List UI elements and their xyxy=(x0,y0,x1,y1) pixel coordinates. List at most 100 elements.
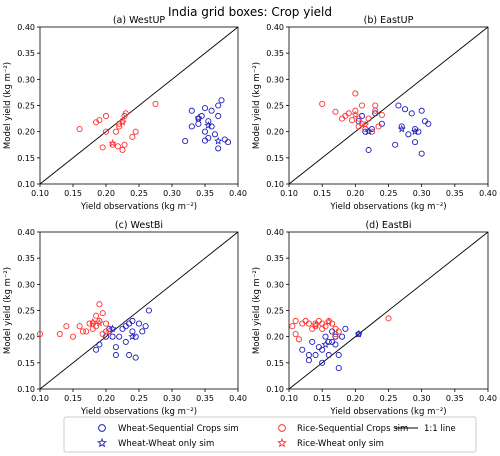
data-point xyxy=(309,338,316,345)
data-point xyxy=(312,351,319,359)
data-point xyxy=(335,328,342,335)
legend-frame xyxy=(63,416,477,453)
data-point xyxy=(201,128,209,135)
x-tick-label: 0.30 xyxy=(163,394,181,403)
y-tick-label: 0.40 xyxy=(17,228,35,237)
data-point xyxy=(106,328,113,335)
data-point xyxy=(188,123,195,130)
y-tick-label: 0.10 xyxy=(17,180,35,189)
y-axis-label: Model yield (kg m⁻²) xyxy=(3,267,13,354)
data-point xyxy=(83,328,90,335)
one-to-one-line xyxy=(288,231,489,390)
data-point-star xyxy=(324,317,333,326)
x-axis-label: Yield observations (kg m⁻²) xyxy=(329,202,446,212)
data-point xyxy=(342,325,349,332)
data-point xyxy=(332,341,339,348)
data-point xyxy=(398,123,405,130)
data-point xyxy=(69,333,77,340)
data-point xyxy=(375,123,382,130)
data-point xyxy=(109,141,116,148)
data-point xyxy=(99,144,106,151)
data-point xyxy=(319,100,326,107)
data-point xyxy=(215,102,222,109)
y-tick-label: 0.10 xyxy=(266,385,284,394)
data-point xyxy=(299,346,306,353)
y-tick-label: 0.30 xyxy=(266,280,284,289)
x-tick-label: 0.20 xyxy=(97,189,115,198)
data-point xyxy=(372,110,379,117)
data-point xyxy=(139,328,146,335)
data-point xyxy=(76,323,83,330)
data-point xyxy=(36,330,44,338)
x-tick-label: 0.40 xyxy=(229,189,247,198)
y-tick-label: 0.20 xyxy=(266,333,284,342)
x-axis-label: Yield observations (kg m⁻²) xyxy=(329,407,446,417)
data-point xyxy=(405,131,412,138)
data-point-star xyxy=(118,117,127,126)
x-tick-label: 0.40 xyxy=(229,394,247,403)
data-point xyxy=(215,145,222,152)
y-tick-label: 0.30 xyxy=(266,75,284,84)
data-point xyxy=(352,90,359,97)
data-point xyxy=(208,123,215,130)
data-point xyxy=(132,333,139,340)
data-point xyxy=(362,128,369,135)
legend-marker-rice-seq xyxy=(278,424,286,432)
data-point-star xyxy=(311,320,320,329)
data-point xyxy=(395,102,402,109)
x-tick-label: 0.30 xyxy=(413,189,431,198)
data-point xyxy=(182,138,189,145)
x-tick-label: 0.25 xyxy=(380,394,398,403)
data-point xyxy=(392,141,399,148)
x-axis-label: Yield observations (kg m⁻²) xyxy=(80,202,197,212)
data-point xyxy=(201,105,209,112)
x-tick-label: 0.10 xyxy=(280,394,298,403)
data-point xyxy=(56,330,63,338)
data-point xyxy=(325,338,332,345)
data-point xyxy=(205,118,212,125)
data-point xyxy=(211,131,218,138)
data-point xyxy=(312,323,319,330)
data-point-star xyxy=(397,124,406,133)
y-tick-label: 0.25 xyxy=(266,307,284,316)
y-tick-label: 0.20 xyxy=(17,333,35,342)
data-point xyxy=(372,102,379,109)
data-point xyxy=(129,133,136,140)
data-point xyxy=(122,110,129,117)
data-point xyxy=(132,354,139,361)
data-point xyxy=(411,139,419,146)
y-tick-label: 0.40 xyxy=(17,23,35,32)
x-tick-label: 0.15 xyxy=(313,189,331,198)
x-tick-label: 0.30 xyxy=(413,394,431,403)
y-tick-label: 0.25 xyxy=(17,102,35,111)
panel-title: (a) WestUP xyxy=(113,15,166,26)
data-point xyxy=(114,143,121,150)
data-point-star xyxy=(214,136,223,145)
data-point-star xyxy=(108,138,117,147)
data-point xyxy=(145,307,152,314)
x-tick-label: 0.35 xyxy=(446,189,464,198)
data-point xyxy=(195,120,202,127)
y-tick-label: 0.10 xyxy=(266,180,284,189)
data-point xyxy=(415,128,422,135)
x-tick-label: 0.40 xyxy=(479,394,497,403)
data-point xyxy=(116,123,123,130)
data-point xyxy=(358,102,366,109)
y-tick-label: 0.15 xyxy=(266,359,284,368)
y-axis-label: Model yield (kg m⁻²) xyxy=(3,62,13,149)
y-tick-label: 0.40 xyxy=(266,23,284,32)
data-point xyxy=(208,107,215,114)
data-point xyxy=(365,115,372,122)
data-point xyxy=(142,323,149,330)
x-axis-label: Yield observations (kg m⁻²) xyxy=(80,407,197,417)
data-point xyxy=(112,344,119,351)
y-tick-label: 0.20 xyxy=(17,128,35,137)
data-point xyxy=(368,126,375,133)
data-point xyxy=(378,111,385,118)
data-point xyxy=(112,128,119,135)
y-tick-label: 0.35 xyxy=(17,254,35,263)
legend-label-wheat-wheat: Wheat-Wheat only sim xyxy=(118,439,214,449)
data-point-star xyxy=(88,317,97,326)
data-point-star xyxy=(364,127,373,136)
data-point xyxy=(102,128,110,135)
